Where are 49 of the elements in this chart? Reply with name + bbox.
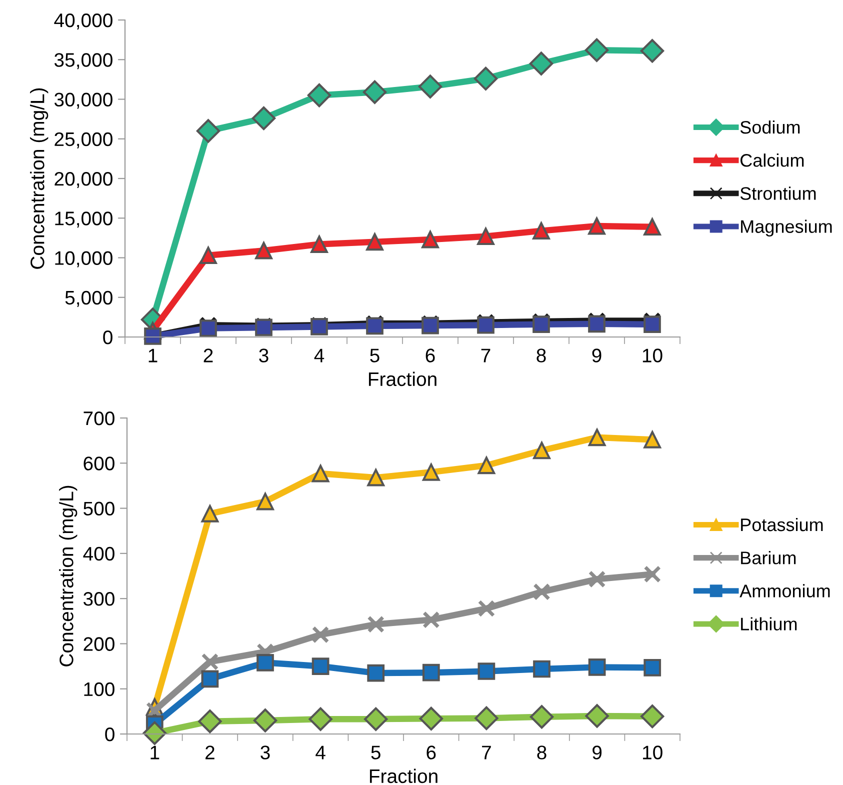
y-axis-title: Concentration (mg/L) <box>30 88 48 269</box>
y-tick-label: 20,000 <box>54 172 112 188</box>
y-tick-label: 100 <box>84 682 114 696</box>
x-tick-label: 8 <box>537 746 546 760</box>
y-tick-label: 600 <box>84 456 114 470</box>
x-tick-label: 9 <box>592 746 602 760</box>
x-tick-label: 5 <box>370 348 380 362</box>
y-tick-label: 300 <box>83 592 114 606</box>
x-tick-label: 9 <box>592 348 602 362</box>
y-tick-label: 15,000 <box>55 212 112 228</box>
y-tick-label: 700 <box>84 411 114 426</box>
y-tick-label: 0 <box>105 727 114 742</box>
x-tick-label: 5 <box>371 746 380 760</box>
legend-label: Magnesium <box>741 220 832 237</box>
y-tick-label: 400 <box>83 546 114 561</box>
x-tick-label: 2 <box>204 348 213 362</box>
x-tick-label: 2 <box>206 746 214 760</box>
legend-label: Strontium <box>740 186 816 200</box>
legend-label: Potassium <box>741 518 823 532</box>
x-axis-title: Fraction <box>370 768 438 784</box>
legend-label: Calcium <box>740 154 804 167</box>
x-tick-label: 8 <box>536 348 546 362</box>
y-tick-label: 30,000 <box>54 92 112 109</box>
y-tick-label: 5,000 <box>65 290 112 307</box>
y-tick-label: 200 <box>84 637 114 651</box>
x-tick-label: 7 <box>481 348 490 362</box>
x-tick-label: 1 <box>150 746 160 760</box>
y-tick-label: 10,000 <box>55 251 112 268</box>
y-axis-title: Concentration (mg/L) <box>59 486 78 666</box>
y-tick-label: 500 <box>84 502 114 516</box>
x-axis-title: Fraction <box>368 372 436 386</box>
x-tick-label: 10 <box>643 746 662 760</box>
x-tick-label: 1 <box>148 348 158 362</box>
y-tick-label: 25,000 <box>54 132 112 148</box>
y-tick-label: 40,000 <box>54 13 112 30</box>
legend-label: Ammonium <box>740 584 830 598</box>
x-tick-label: 10 <box>642 348 662 362</box>
x-tick-label: 6 <box>426 348 435 362</box>
x-tick-label: 3 <box>259 348 268 362</box>
x-tick-label: 3 <box>260 746 270 760</box>
x-tick-label: 4 <box>314 348 324 362</box>
legend-label: Barium <box>741 551 796 564</box>
legend-label: Lithium <box>741 617 797 630</box>
legend-label: Sodium <box>740 120 800 134</box>
y-tick-label: 0 <box>103 330 112 344</box>
x-tick-label: 7 <box>482 746 491 760</box>
x-tick-label: 4 <box>316 746 326 760</box>
y-tick-label: 35,000 <box>54 53 112 70</box>
x-tick-label: 6 <box>426 746 436 760</box>
